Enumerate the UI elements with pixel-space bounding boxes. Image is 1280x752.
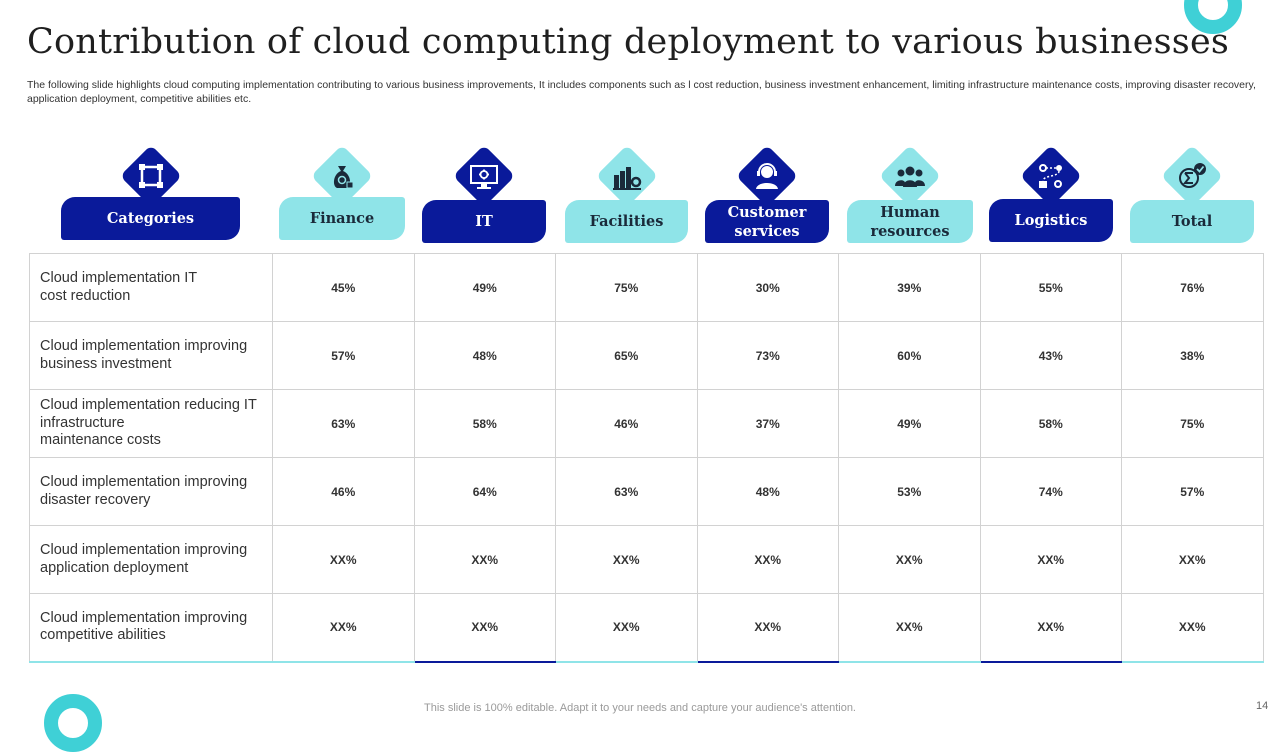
- table-cell: 64%: [413, 457, 556, 526]
- grid-icon: [120, 145, 182, 207]
- table-cell: 57%: [1121, 457, 1264, 526]
- table-row: Cloud implementation improving disaster r…: [29, 457, 1264, 526]
- table-row: Cloud implementation IT cost reduction 45%…: [29, 253, 1264, 322]
- header-label: IT: [422, 200, 546, 243]
- table-cell: XX%: [1121, 525, 1264, 594]
- row-label-line: Cloud implementation improving: [40, 474, 248, 490]
- row-label: Cloud implementation improving disaster r…: [29, 457, 273, 526]
- row-label-line: disaster recovery: [40, 491, 151, 508]
- header-label: Total: [1130, 200, 1254, 243]
- table-cell: 75%: [1121, 389, 1264, 458]
- table-cell: XX%: [413, 593, 556, 663]
- row-label-line: infrastructure: [40, 414, 125, 431]
- table-cell: XX%: [979, 593, 1122, 663]
- table-cell: XX%: [838, 525, 981, 594]
- table-cell: 39%: [838, 253, 981, 322]
- header-label: Logistics: [989, 199, 1113, 242]
- table-cell: 63%: [272, 389, 415, 458]
- factory-gear-icon: [596, 145, 658, 207]
- table-cell: 43%: [979, 321, 1122, 390]
- money-bag-icon: [311, 145, 373, 207]
- table-cell: 45%: [272, 253, 415, 322]
- footer-note: This slide is 100% editable. Adapt it to…: [424, 702, 856, 714]
- page-number: 14: [1256, 700, 1269, 712]
- row-label-line: maintenance costs: [40, 432, 161, 449]
- table-cell: XX%: [838, 593, 981, 663]
- row-label: Cloud implementation improving applicatio…: [29, 525, 273, 594]
- table-cell: XX%: [555, 525, 698, 594]
- table-row: Cloud implementation improving business i…: [29, 321, 1264, 390]
- table-cell: XX%: [272, 525, 415, 594]
- monitor-gear-icon: [453, 145, 515, 207]
- table-cell: 46%: [272, 457, 415, 526]
- table-cell: 53%: [838, 457, 981, 526]
- header-label: Facilities: [565, 200, 688, 243]
- table-cell: XX%: [1121, 593, 1264, 663]
- table-cell: 30%: [696, 253, 839, 322]
- table-row: Cloud implementation reducing IT infrastr…: [29, 389, 1264, 458]
- table-cell: XX%: [696, 593, 839, 663]
- sigma-check-icon: [1161, 145, 1223, 207]
- row-label-line: Cloud implementation improving: [40, 542, 248, 558]
- table-cell: 58%: [413, 389, 556, 458]
- table-cell: XX%: [696, 525, 839, 594]
- table-cell: 75%: [555, 253, 698, 322]
- table-cell: 57%: [272, 321, 415, 390]
- row-label-line: cost reduction: [40, 287, 131, 304]
- table-cell: 49%: [838, 389, 981, 458]
- header-label: Finance: [279, 197, 405, 240]
- table-cell: 38%: [1121, 321, 1264, 390]
- row-label-line: Cloud implementation IT: [40, 270, 198, 286]
- route-icon: [1020, 145, 1082, 207]
- row-label: Cloud implementation IT cost reduction: [29, 253, 273, 322]
- row-label-line: Cloud implementation reducing IT: [40, 397, 257, 414]
- table-cell: 60%: [838, 321, 981, 390]
- table-cell: 74%: [979, 457, 1122, 526]
- support-agent-icon: [736, 145, 798, 207]
- table-cell: XX%: [413, 525, 556, 594]
- table-cell: XX%: [272, 593, 415, 663]
- row-label: Cloud implementation reducing IT infrastr…: [29, 389, 273, 458]
- table-cell: 48%: [413, 321, 556, 390]
- row-label-line: business investment: [40, 355, 172, 372]
- row-label-line: application deployment: [40, 559, 189, 576]
- table-cell: 63%: [555, 457, 698, 526]
- table-cell: XX%: [555, 593, 698, 663]
- slide-title: Contribution of cloud computing deployme…: [27, 22, 1230, 62]
- slide-subtitle: The following slide highlights cloud com…: [27, 79, 1256, 105]
- row-label-line: Cloud implementation improving: [40, 338, 248, 354]
- people-group-icon: [879, 145, 941, 207]
- table-cell: 48%: [696, 457, 839, 526]
- row-label: Cloud implementation improving competitiv…: [29, 593, 273, 663]
- header-label: Human resources: [847, 200, 973, 243]
- table-cell: 55%: [979, 253, 1122, 322]
- table-cell: 58%: [979, 389, 1122, 458]
- row-label-line: competitive abilities: [40, 627, 166, 644]
- header-label: Customer services: [705, 200, 829, 243]
- table-cell: XX%: [979, 525, 1122, 594]
- header-label: Categories: [61, 197, 240, 240]
- table-row: Cloud implementation improving competitiv…: [29, 593, 1264, 663]
- table-row: Cloud implementation improving applicatio…: [29, 525, 1264, 594]
- table-cell: 46%: [555, 389, 698, 458]
- table-cell: 37%: [696, 389, 839, 458]
- table-cell: 49%: [413, 253, 556, 322]
- table-cell: 65%: [555, 321, 698, 390]
- data-table: Cloud implementation IT cost reduction 45%…: [29, 253, 1264, 663]
- table-cell: 76%: [1121, 253, 1264, 322]
- row-label: Cloud implementation improving business i…: [29, 321, 273, 390]
- row-label-line: Cloud implementation improving: [40, 609, 248, 626]
- table-cell: 73%: [696, 321, 839, 390]
